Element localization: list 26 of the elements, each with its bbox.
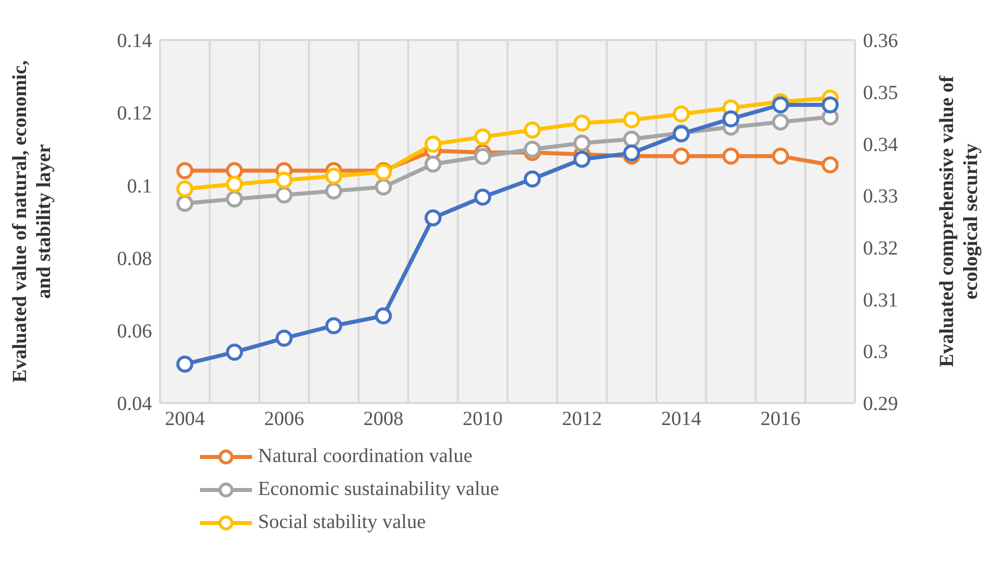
y-tick-label: 0.12 [117, 102, 152, 125]
y2-tick-label: 0.33 [863, 186, 898, 208]
y-axis-title: Evaluated value of natural, economic, and stability layer [9, 60, 55, 383]
legend-label: Social stability value [258, 511, 426, 534]
y2-tick-label: 0.32 [863, 238, 898, 260]
y-tick-label: 0.14 [117, 30, 152, 52]
y2-tick-label: 0.36 [863, 30, 898, 52]
y2-axis-title: Evaluated comprehensive value of ecological security [936, 76, 982, 368]
y2-tick-label: 0.31 [863, 289, 898, 312]
x-tick-label: 2006 [264, 408, 304, 430]
y-tick-label: 0.04 [117, 393, 152, 416]
y-tick-label: 0.1 [127, 175, 152, 198]
y-tick-label: 0.06 [117, 320, 152, 342]
x-tick-label: 2012 [562, 408, 602, 430]
y2-tick-label: 0.35 [863, 82, 898, 104]
legend-label: Economic sustainability value [258, 478, 500, 501]
y2-tick-label: 0.29 [863, 393, 898, 416]
y-tick-label: 0.08 [117, 248, 152, 270]
x-tick-label: 2008 [363, 408, 404, 430]
x-tick-label: 2010 [462, 408, 503, 430]
x-tick-label: 2016 [760, 408, 801, 430]
y2-tick-label: 0.3 [863, 341, 888, 364]
x-tick-label: 2014 [661, 408, 702, 430]
y2-tick-label: 0.34 [863, 134, 898, 156]
x-tick-label: 2004 [164, 408, 205, 430]
legend-label: Natural coordination value [258, 445, 472, 468]
